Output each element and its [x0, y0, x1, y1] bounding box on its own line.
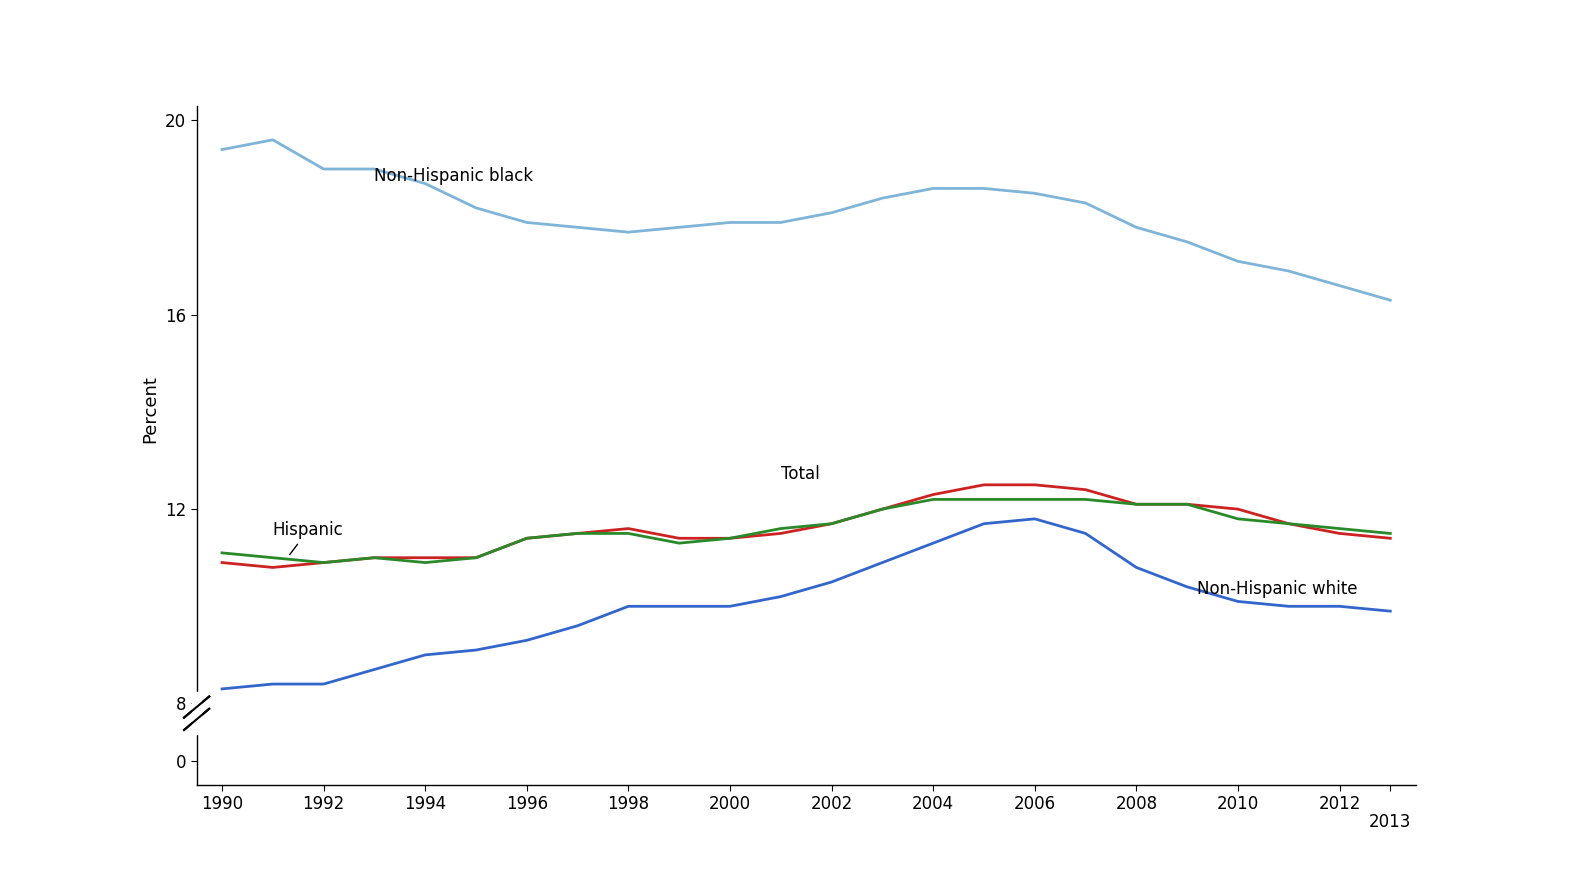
- Text: Non-Hispanic white: Non-Hispanic white: [1197, 580, 1357, 598]
- Text: 2013: 2013: [1369, 812, 1411, 831]
- Text: Total: Total: [780, 465, 820, 483]
- Text: Non-Hispanic black: Non-Hispanic black: [374, 168, 533, 185]
- Text: Hispanic: Hispanic: [272, 521, 343, 555]
- Y-axis label: Percent: Percent: [142, 376, 159, 444]
